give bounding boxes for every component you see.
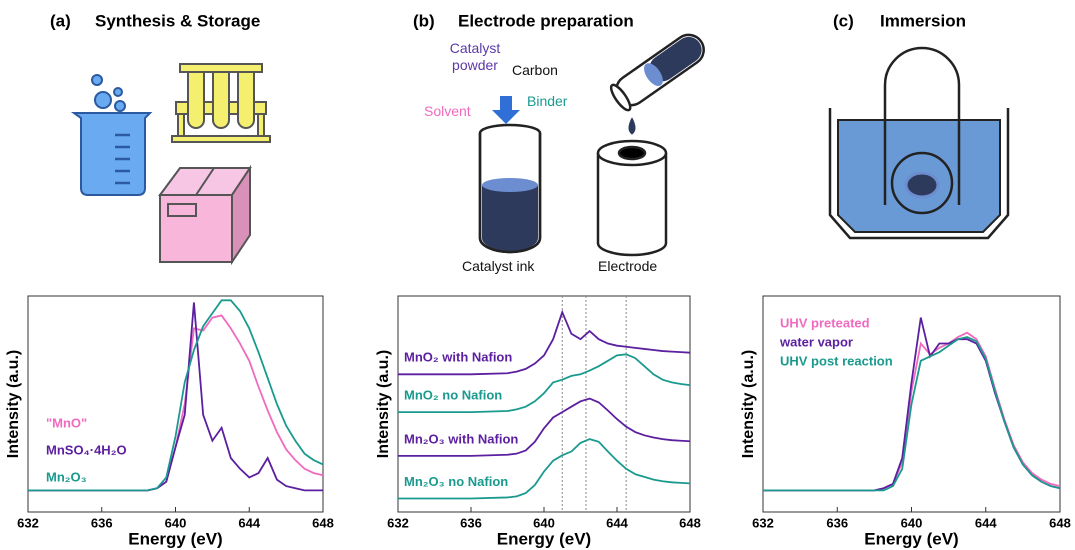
legend-label: "MnO" [46, 415, 87, 430]
diagram-label: Binder [527, 93, 568, 109]
spectrum-line [398, 353, 691, 413]
x-tick-label: 644 [238, 515, 260, 530]
diagram-label: Electrode [598, 258, 658, 274]
legend-label: Mn₂O₃ with Nafion [404, 431, 518, 446]
panel-title: Synthesis & Storage [95, 11, 260, 30]
vial [478, 123, 542, 254]
diagram-label: Catalyst ink [462, 258, 535, 274]
legend-label: Mn₂O₃ [46, 469, 87, 484]
x-tick-label: 632 [752, 515, 774, 530]
spectrum-line [28, 299, 324, 492]
spectrum-line [28, 302, 323, 492]
legend-label: UHV post reaction [780, 353, 893, 368]
x-axis-label: Energy (eV) [128, 529, 222, 548]
arrow [492, 96, 520, 124]
immersion-bath [828, 46, 1010, 240]
x-tick-label: 632 [387, 515, 409, 530]
x-tick-label: 640 [533, 515, 555, 530]
x-tick-label: 644 [606, 515, 628, 530]
test-tube-rack [171, 63, 271, 143]
spectrum-line [763, 336, 1061, 492]
beaker [70, 74, 153, 196]
x-tick-label: 632 [17, 515, 39, 530]
spectrum-line [398, 309, 691, 376]
panel-title: Electrode preparation [458, 11, 634, 30]
spectrum-line [398, 397, 691, 457]
box [158, 164, 252, 266]
legend-label: MnSO₄·4H₂O [46, 442, 127, 457]
panel-label: (a) [50, 11, 71, 30]
y-axis-label: Intensity (a.u.) [740, 350, 757, 458]
x-axis-label: Energy (eV) [864, 529, 958, 548]
diagram-label: Carbon [512, 62, 558, 78]
x-tick-label: 640 [901, 515, 923, 530]
y-axis-label: Intensity (a.u.) [375, 350, 392, 458]
legend-label: water vapor [779, 334, 853, 349]
legend-label: Mn₂O₃ no Nafion [404, 474, 508, 489]
x-tick-label: 648 [312, 515, 334, 530]
panel-label: (c) [833, 11, 854, 30]
x-tick-label: 636 [826, 515, 848, 530]
legend-label: MnO₂ with Nafion [404, 350, 512, 365]
spectrum-line [398, 438, 691, 500]
legend-label: MnO₂ no Nafion [404, 388, 502, 403]
panel-label: (b) [413, 11, 435, 30]
panel-title: Immersion [880, 11, 966, 30]
diagram-label: Solvent [424, 103, 471, 119]
x-tick-label: 636 [91, 515, 113, 530]
diagram-label: Catalyst powder [449, 40, 501, 73]
x-axis-label: Energy (eV) [497, 529, 591, 548]
pouring-tube [609, 33, 705, 112]
y-axis-label: Intensity (a.u.) [5, 350, 22, 458]
spectrum-line [28, 314, 324, 492]
x-tick-label: 648 [1049, 515, 1071, 530]
x-tick-label: 644 [975, 515, 997, 530]
x-tick-label: 640 [165, 515, 187, 530]
electrode-cylinder [596, 117, 668, 257]
x-tick-label: 648 [679, 515, 701, 530]
legend-label: UHV preteated [780, 315, 870, 330]
x-tick-label: 636 [460, 515, 482, 530]
